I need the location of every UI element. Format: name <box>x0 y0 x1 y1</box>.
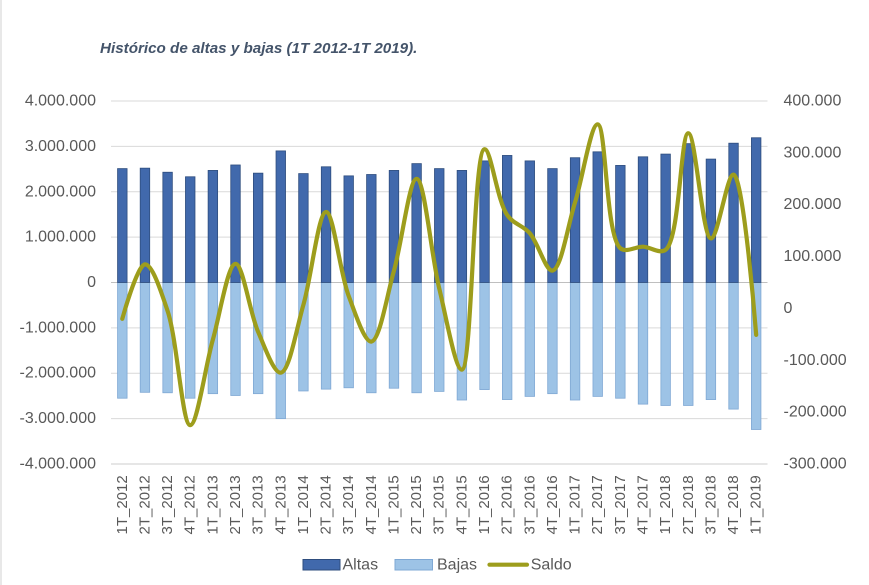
svg-text:-2.000.000: -2.000.000 <box>19 365 96 382</box>
svg-text:3T_2012: 3T_2012 <box>159 475 176 534</box>
svg-text:200.000: 200.000 <box>784 196 842 213</box>
svg-text:1T_2017: 1T_2017 <box>567 475 584 534</box>
svg-text:400.000: 400.000 <box>784 93 842 110</box>
svg-text:-3.000.000: -3.000.000 <box>19 410 96 427</box>
svg-text:2T_2016: 2T_2016 <box>499 475 516 534</box>
svg-text:4T_2016: 4T_2016 <box>544 475 561 534</box>
svg-text:2T_2012: 2T_2012 <box>137 475 154 534</box>
svg-text:-200.000: -200.000 <box>784 404 847 421</box>
svg-text:2.000.000: 2.000.000 <box>25 183 96 200</box>
svg-text:1T_2012: 1T_2012 <box>114 475 131 534</box>
svg-text:4T_2013: 4T_2013 <box>272 475 289 534</box>
svg-text:3T_2016: 3T_2016 <box>521 475 538 534</box>
svg-text:4T_2012: 4T_2012 <box>182 475 199 534</box>
svg-text:Histórico de altas y bajas (1T: Histórico de altas y bajas (1T 2012-1T 2… <box>100 40 417 57</box>
svg-text:3T_2018: 3T_2018 <box>702 475 719 534</box>
svg-text:300.000: 300.000 <box>784 144 842 161</box>
svg-text:1T_2016: 1T_2016 <box>476 475 493 534</box>
svg-text:1T_2014: 1T_2014 <box>295 475 312 534</box>
svg-text:2T_2015: 2T_2015 <box>408 475 425 534</box>
svg-text:Saldo: Saldo <box>531 556 572 573</box>
svg-text:1T_2018: 1T_2018 <box>657 475 674 534</box>
svg-text:1T_2015: 1T_2015 <box>386 475 403 534</box>
svg-text:4T_2017: 4T_2017 <box>635 475 652 534</box>
svg-text:-1.000.000: -1.000.000 <box>19 319 96 336</box>
svg-text:4T_2015: 4T_2015 <box>453 475 470 534</box>
svg-text:-4.000.000: -4.000.000 <box>19 456 96 473</box>
svg-text:1T_2019: 1T_2019 <box>748 475 765 534</box>
svg-text:Altas: Altas <box>343 556 379 573</box>
svg-text:2T_2017: 2T_2017 <box>589 475 606 534</box>
svg-text:Bajas: Bajas <box>437 556 477 573</box>
svg-text:4T_2014: 4T_2014 <box>363 475 380 534</box>
svg-text:3.000.000: 3.000.000 <box>25 138 96 155</box>
svg-text:0: 0 <box>87 274 96 291</box>
svg-text:4T_2018: 4T_2018 <box>725 475 742 534</box>
svg-text:2T_2018: 2T_2018 <box>680 475 697 534</box>
svg-text:1T_2013: 1T_2013 <box>204 475 221 534</box>
svg-text:100.000: 100.000 <box>784 248 842 265</box>
svg-text:3T_2013: 3T_2013 <box>250 475 267 534</box>
svg-text:3T_2015: 3T_2015 <box>431 475 448 534</box>
svg-text:2T_2014: 2T_2014 <box>318 475 335 534</box>
svg-text:0: 0 <box>784 300 793 317</box>
svg-text:-100.000: -100.000 <box>784 352 847 369</box>
svg-text:3T_2014: 3T_2014 <box>340 475 357 534</box>
svg-text:-300.000: -300.000 <box>784 456 847 473</box>
svg-text:3T_2017: 3T_2017 <box>612 475 629 534</box>
svg-text:1.000.000: 1.000.000 <box>25 229 96 246</box>
svg-text:4.000.000: 4.000.000 <box>25 93 96 110</box>
svg-text:2T_2013: 2T_2013 <box>227 475 244 534</box>
